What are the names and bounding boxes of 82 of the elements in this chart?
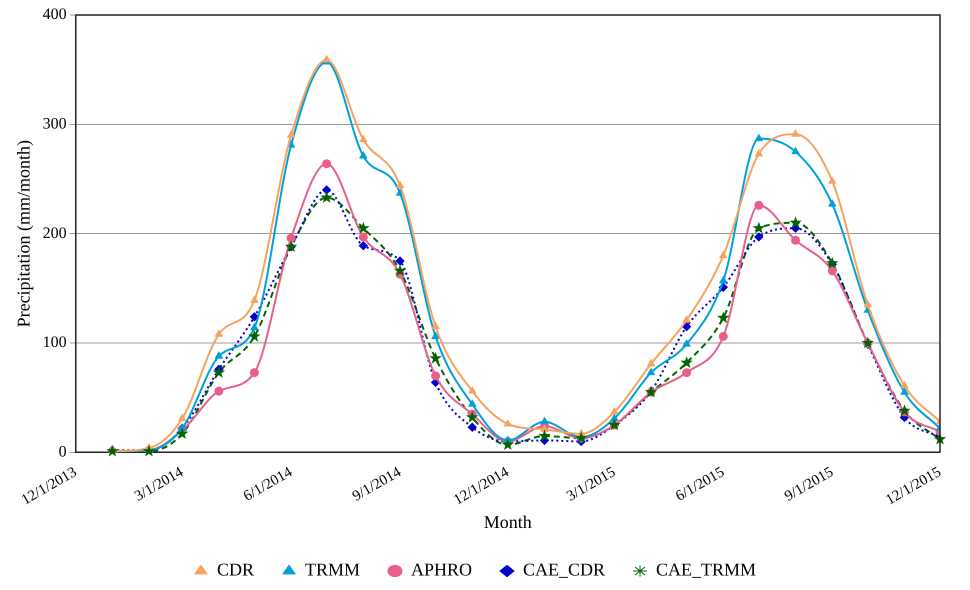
point <box>248 330 261 342</box>
point <box>359 152 368 159</box>
point <box>178 414 186 421</box>
point <box>106 444 118 457</box>
legend-label: APHRO <box>410 560 472 580</box>
legend-label: CAE_CDR <box>523 560 606 580</box>
x-axis-title: Month <box>484 512 532 532</box>
point <box>680 356 693 368</box>
point <box>212 366 226 378</box>
point <box>250 323 258 330</box>
point <box>719 276 728 284</box>
point <box>432 322 440 330</box>
point <box>682 322 692 332</box>
point <box>754 200 764 210</box>
point <box>682 368 692 378</box>
y-tick-label: 400 <box>42 6 67 24</box>
point <box>754 134 763 142</box>
point <box>322 159 332 168</box>
point <box>898 404 911 416</box>
point <box>792 130 800 137</box>
point <box>900 381 908 388</box>
point <box>791 236 800 245</box>
point <box>468 386 476 394</box>
point <box>214 330 223 337</box>
point <box>682 340 691 347</box>
point <box>287 130 296 138</box>
point <box>540 424 548 432</box>
point <box>429 352 442 364</box>
point <box>432 332 440 339</box>
point <box>394 264 406 276</box>
point <box>864 300 872 308</box>
point <box>359 135 368 142</box>
point <box>250 368 259 378</box>
point <box>214 386 224 396</box>
y-tick-label: 300 <box>42 116 67 133</box>
point <box>250 312 259 322</box>
point <box>789 216 802 228</box>
point <box>900 388 908 395</box>
point <box>538 429 551 442</box>
point <box>466 410 478 423</box>
point <box>250 296 258 303</box>
point <box>431 371 440 380</box>
point <box>468 422 477 432</box>
point <box>792 147 800 154</box>
point <box>320 191 333 203</box>
point <box>828 200 836 207</box>
y-tick-label: 100 <box>42 334 67 352</box>
point <box>647 359 656 366</box>
point <box>828 176 836 184</box>
point <box>717 311 730 324</box>
point <box>828 266 837 276</box>
point <box>540 417 548 424</box>
point <box>396 256 405 266</box>
point <box>358 232 368 242</box>
point <box>610 414 618 421</box>
legend-label: TRMM <box>304 560 360 580</box>
point <box>322 55 331 62</box>
point <box>719 251 728 258</box>
point <box>754 149 763 156</box>
point <box>504 419 512 426</box>
point <box>176 427 188 440</box>
point <box>752 222 766 234</box>
y-tick-label: 200 <box>42 224 67 242</box>
point <box>358 241 368 250</box>
point <box>754 232 764 242</box>
legend-label: CAE_TRMM <box>656 560 756 580</box>
legend-label: CDR <box>216 560 254 580</box>
point <box>214 352 223 359</box>
point <box>322 185 332 194</box>
point <box>286 234 296 243</box>
point <box>396 181 404 188</box>
point <box>142 444 156 457</box>
point <box>647 368 656 376</box>
y-tick-label: 0 <box>58 444 67 461</box>
point <box>718 332 728 341</box>
y-axis-title: Precipitation (mm/month) <box>14 140 34 328</box>
point <box>502 438 514 450</box>
point <box>357 222 370 234</box>
point <box>682 316 691 323</box>
point <box>826 256 838 268</box>
point <box>610 407 618 414</box>
point <box>468 400 476 407</box>
